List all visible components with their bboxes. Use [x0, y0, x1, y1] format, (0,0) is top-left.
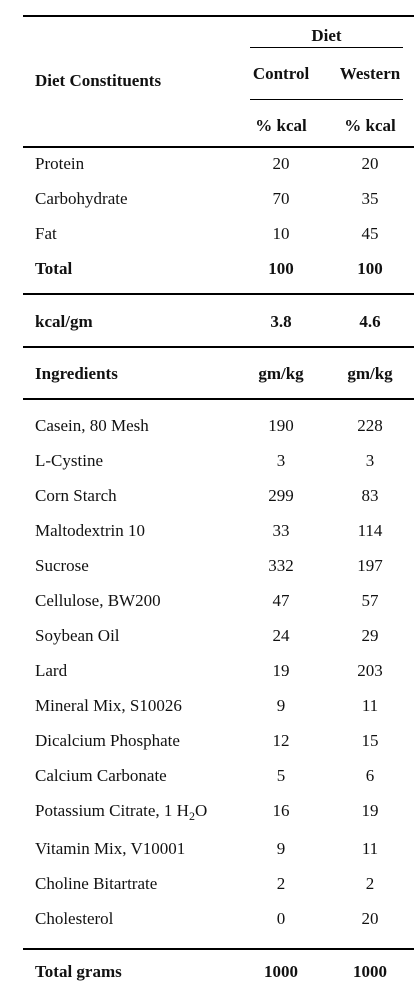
control-value: 70 — [272, 189, 290, 208]
row-label: Corn Starch — [35, 486, 117, 505]
row-label: L-Cystine — [35, 451, 103, 470]
control-value: 1000 — [264, 962, 298, 981]
control-value: 100 — [268, 259, 294, 278]
western-value: 114 — [357, 521, 383, 540]
control-value: 0 — [276, 909, 286, 928]
control-value: 47 — [272, 591, 290, 610]
grand-total-rule — [23, 948, 414, 950]
control-value: 33 — [272, 521, 290, 540]
row-label: Protein — [35, 154, 85, 173]
western-value: 1000 — [353, 962, 387, 981]
row-label: Lard — [35, 661, 68, 680]
row-label: Mineral Mix, S10026 — [35, 696, 182, 715]
row-label-text: Potassium Citrate, 1 H — [35, 801, 189, 820]
control-value: 3 — [276, 451, 286, 470]
unit-header-western: % kcal — [344, 116, 396, 135]
row-label: Total — [35, 259, 73, 278]
western-value: 3 — [365, 451, 375, 470]
western-value: 29 — [361, 626, 379, 645]
western-value: 20 — [361, 909, 379, 928]
control-value: 24 — [272, 626, 290, 645]
row-label: Carbohydrate — [35, 189, 128, 208]
control-value: 19 — [272, 661, 290, 680]
top-rule — [23, 15, 414, 17]
western-value: 35 — [361, 189, 379, 208]
western-value: 100 — [357, 259, 383, 278]
row-label: Vitamin Mix, V10001 — [35, 839, 186, 858]
control-unit: gm/kg — [258, 364, 304, 383]
control-value: 16 — [272, 801, 290, 820]
control-value: 20 — [272, 154, 290, 173]
western-value: 11 — [361, 839, 379, 858]
western-value: 197 — [357, 556, 383, 575]
diet-group-label: Diet — [311, 26, 342, 45]
control-value: 12 — [272, 731, 290, 750]
row-label-tail: O — [194, 801, 208, 820]
western-value: 203 — [357, 661, 383, 680]
diet-group-rule — [250, 47, 403, 48]
units-rule — [23, 146, 414, 148]
control-value: 9 — [276, 696, 286, 715]
control-value: 3.8 — [270, 312, 292, 331]
row-label: Potassium Citrate, 1 H2O — [35, 801, 208, 823]
western-value: 19 — [361, 801, 379, 820]
energy-rule — [23, 346, 414, 348]
row-label: Soybean Oil — [35, 626, 120, 645]
ingredients-header-rule — [23, 398, 414, 400]
western-value: 4.6 — [359, 312, 381, 331]
western-unit: gm/kg — [347, 364, 393, 383]
control-value: 332 — [268, 556, 294, 575]
western-value: 15 — [361, 731, 379, 750]
western-value: 20 — [361, 154, 379, 173]
row-label: Choline Bitartrate — [35, 874, 158, 893]
column-header-control: Control — [252, 64, 310, 83]
unit-header-control: % kcal — [255, 116, 307, 135]
row-label: Fat — [35, 224, 57, 243]
row-label: Cellulose, BW200 — [35, 591, 161, 610]
header-rule — [250, 99, 403, 100]
western-value: 45 — [361, 224, 379, 243]
row-label: Dicalcium Phosphate — [35, 731, 180, 750]
western-value: 57 — [361, 591, 379, 610]
column-header-western: Western — [339, 64, 401, 83]
row-label: Calcium Carbonate — [35, 766, 167, 785]
row-header-label: Diet Constituents — [35, 71, 162, 90]
control-value: 9 — [276, 839, 286, 858]
western-value: 6 — [365, 766, 375, 785]
row-label: Total grams — [35, 962, 122, 981]
western-value: 83 — [361, 486, 379, 505]
total-rule — [23, 293, 414, 295]
row-label: Casein, 80 Mesh — [35, 416, 149, 435]
western-value: 2 — [365, 874, 375, 893]
control-value: 2 — [276, 874, 286, 893]
western-value: 228 — [357, 416, 383, 435]
row-label-subscript: 2 — [188, 809, 195, 823]
control-value: 299 — [268, 486, 294, 505]
control-value: 10 — [272, 224, 290, 243]
row-label: kcal/gm — [35, 312, 93, 331]
row-label: Cholesterol — [35, 909, 114, 928]
control-value: 190 — [268, 416, 294, 435]
western-value: 11 — [361, 696, 379, 715]
row-label: Maltodextrin 10 — [35, 521, 146, 540]
control-value: 5 — [276, 766, 286, 785]
row-label: Ingredients — [35, 364, 118, 383]
row-label: Sucrose — [35, 556, 89, 575]
